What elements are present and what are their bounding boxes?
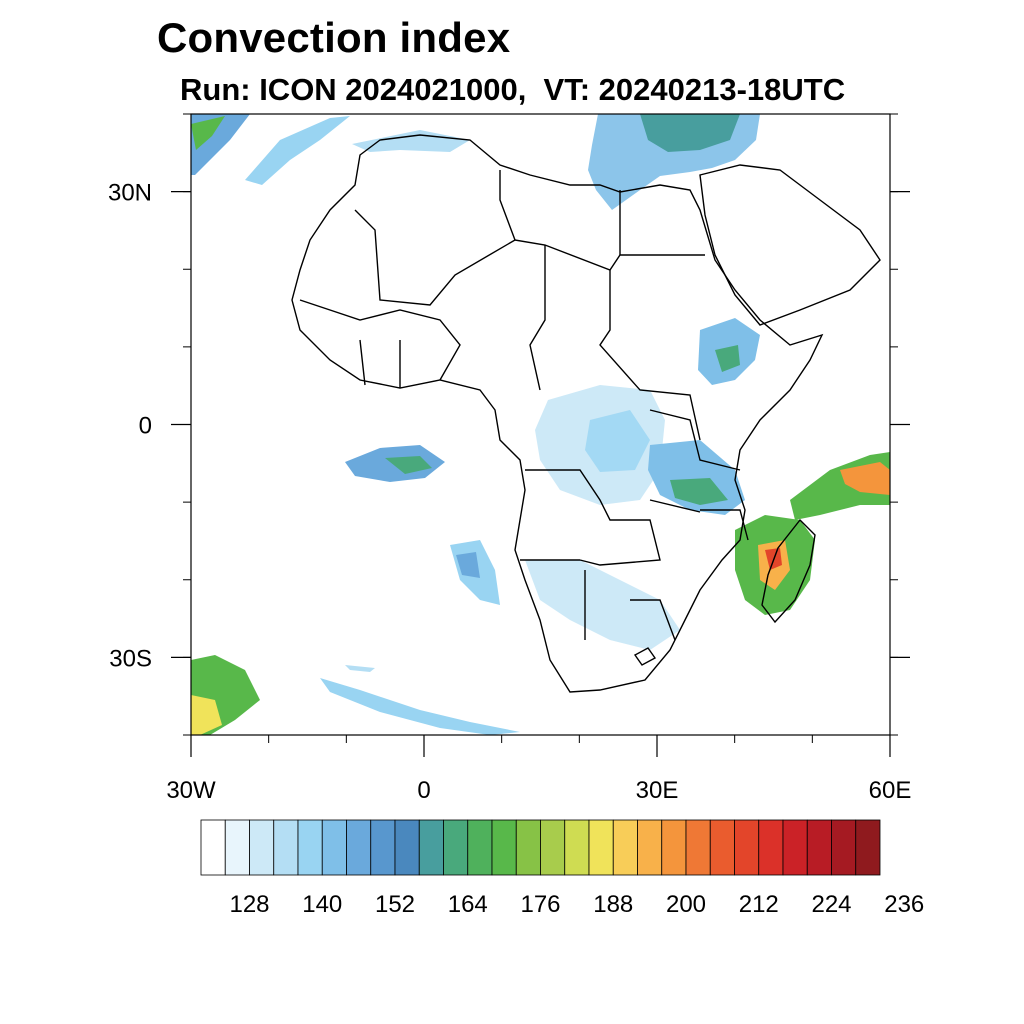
convection-area-southern-africa: [525, 560, 680, 650]
colorbar-swatch: [224, 819, 250, 876]
colorbar-swatch: [200, 819, 226, 876]
colorbar-swatch: [443, 819, 469, 876]
colorbar-tick-label: 212: [739, 891, 779, 918]
colorbar-tick-label: 236: [884, 891, 924, 918]
y-tick-label: 30N: [108, 180, 152, 207]
colorbar-labels: 128 140 152 164 176 188 200 212 224 236: [229, 891, 924, 918]
country-border-sahara: [354, 209, 705, 306]
x-tick-label: 30W: [166, 777, 216, 804]
colorbar-swatch: [612, 819, 638, 876]
colorbar-swatch: [564, 819, 590, 876]
x-tick-label: 30E: [636, 777, 679, 804]
country-border-west: [299, 299, 461, 388]
colorbar-swatch: [491, 819, 517, 876]
colorbar-swatch: [370, 819, 396, 876]
x-tick-label: 0: [417, 777, 430, 804]
colorbar-tick-label: 224: [811, 891, 851, 918]
colorbar: [200, 819, 881, 876]
convection-area-south-atlantic-core: [456, 552, 480, 578]
convection-area-gulf-of-guinea-core: [385, 456, 432, 474]
colorbar-swatch: [831, 819, 857, 876]
colorbar-swatch: [661, 819, 687, 876]
x-tick-label: 60E: [869, 777, 912, 804]
convection-area-southern-ocean-2: [345, 665, 375, 672]
convection-area-congo-core: [585, 410, 650, 472]
africa-coastline: [291, 134, 824, 693]
convection-area-sw-corner-core: [191, 695, 222, 735]
colorbar-swatch: [782, 819, 808, 876]
convection-area-ethiopia-core: [715, 345, 740, 372]
country-border-central: [499, 170, 701, 441]
arabian-peninsula: [699, 164, 881, 326]
colorbar-swatch: [297, 819, 323, 876]
convection-area-indian-ocean-core: [840, 462, 890, 495]
convection-area-east-med-core: [640, 114, 740, 152]
colorbar-swatch: [467, 819, 493, 876]
colorbar-swatch: [734, 819, 760, 876]
colorbar-swatch: [758, 819, 784, 876]
colorbar-swatch: [540, 819, 566, 876]
y-axis: 30N 0 30S: [108, 180, 910, 672]
colorbar-swatch: [321, 819, 347, 876]
country-border-east: [649, 409, 749, 541]
y-tick-label: 0: [139, 413, 152, 440]
madagascar-coast: [761, 518, 816, 624]
colorbar-tick-label: 200: [666, 891, 706, 918]
convection-area-nw-atlantic-2: [191, 116, 225, 150]
colorbar-swatch: [394, 819, 420, 876]
colorbar-swatch: [709, 819, 735, 876]
chart-subtitle: Run: ICON 2024021000, VT: 20240213-18UTC: [180, 72, 846, 107]
chart-title: Convection index: [157, 14, 511, 61]
country-border-south: [520, 469, 676, 641]
colorbar-tick-label: 176: [520, 891, 560, 918]
colorbar-swatch: [855, 819, 881, 876]
colorbar-tick-label: 152: [375, 891, 415, 918]
convection-area-east-africa-core: [670, 478, 728, 505]
colorbar-swatch: [273, 819, 299, 876]
y-tick-label: 30S: [109, 645, 152, 672]
colorbar-swatch: [685, 819, 711, 876]
colorbar-tick-label: 140: [302, 891, 342, 918]
colorbar-swatch: [806, 819, 832, 876]
convection-area-nw-atlantic-3: [245, 116, 350, 185]
colorbar-swatch: [588, 819, 614, 876]
colorbar-tick-label: 188: [593, 891, 633, 918]
colorbar-swatch: [418, 819, 444, 876]
convection-field-layer: [191, 114, 890, 735]
x-axis: 30W 0 30E 60E: [166, 735, 912, 804]
colorbar-tick-label: 164: [448, 891, 488, 918]
colorbar-swatch: [249, 819, 275, 876]
colorbar-swatch: [346, 819, 372, 876]
convection-area-western-med: [352, 130, 470, 152]
colorbar-swatch: [515, 819, 541, 876]
lesotho-border: [633, 647, 657, 666]
colorbar-tick-label: 128: [229, 891, 269, 918]
map-borders: [291, 134, 881, 693]
minor-ticks: [183, 113, 898, 743]
colorbar-swatch: [637, 819, 663, 876]
convection-area-southern-ocean-1: [320, 678, 520, 735]
